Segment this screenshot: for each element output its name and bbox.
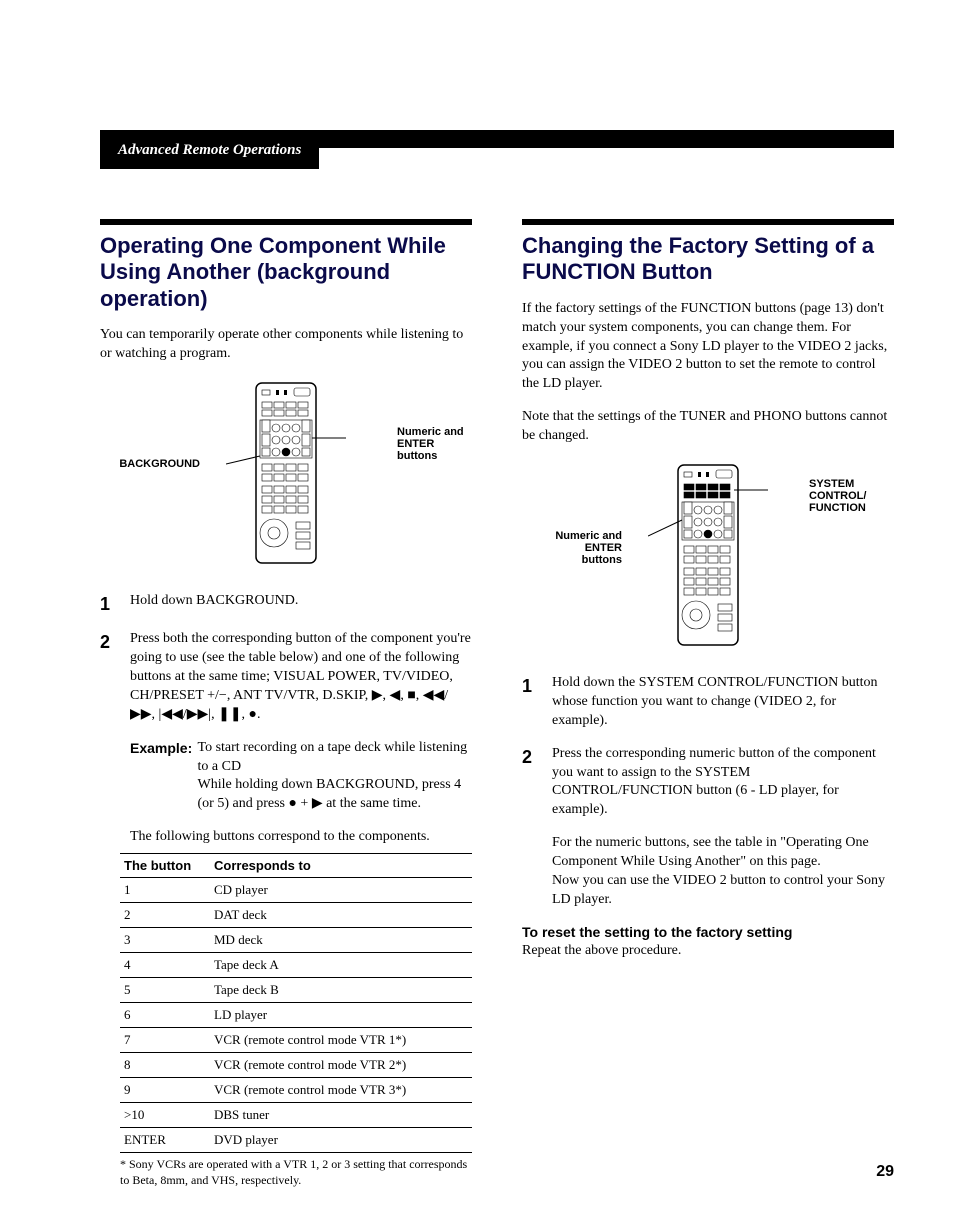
reset-body: Repeat the above procedure. — [522, 942, 894, 961]
component-table: The button Corresponds to 1CD player2DAT… — [120, 853, 472, 1153]
table-row: 2DAT deck — [120, 903, 472, 928]
step-number: 1 — [100, 592, 114, 616]
step-number: 2 — [100, 630, 114, 724]
table-footnote: * Sony VCRs are operated with a VTR 1, 2… — [120, 1157, 472, 1188]
example-text: To start recording on a tape deck while … — [198, 739, 470, 815]
table-row: >10DBS tuner — [120, 1103, 472, 1128]
table-cell-component: MD deck — [210, 928, 472, 953]
table-cell-component: VCR (remote control mode VTR 1*) — [210, 1028, 472, 1053]
header-rule — [319, 130, 894, 148]
page-number: 29 — [876, 1163, 894, 1181]
table-cell-component: LD player — [210, 1003, 472, 1028]
table-cell-component: Tape deck B — [210, 978, 472, 1003]
table-header-2: Corresponds to — [210, 854, 472, 878]
remote-diagram-right: Numeric and ENTER buttons — [522, 460, 894, 650]
table-cell-button: >10 — [120, 1103, 210, 1128]
table-cell-button: 5 — [120, 978, 210, 1003]
table-cell-button: 4 — [120, 953, 210, 978]
table-row: 8VCR (remote control mode VTR 2*) — [120, 1053, 472, 1078]
step-text: Hold down the SYSTEM CONTROL/FUNCTION bu… — [552, 674, 894, 731]
right-note: For the numeric buttons, see the table i… — [552, 834, 894, 910]
step-text: Press the corresponding numeric button o… — [552, 745, 894, 821]
table-row: 1CD player — [120, 878, 472, 903]
right-title: Changing the Factory Setting of a FUNCTI… — [522, 233, 894, 286]
table-row: 7VCR (remote control mode VTR 1*) — [120, 1028, 472, 1053]
step-number: 2 — [522, 745, 536, 821]
table-row: 4Tape deck A — [120, 953, 472, 978]
reset-heading: To reset the setting to the factory sett… — [522, 924, 894, 940]
section-header-title: Advanced Remote Operations — [100, 130, 319, 169]
table-header-1: The button — [120, 854, 210, 878]
rule — [522, 219, 894, 225]
table-cell-button: ENTER — [120, 1128, 210, 1153]
table-cell-button: 8 — [120, 1053, 210, 1078]
example-label: Example: — [130, 739, 194, 758]
remote-icon — [648, 460, 768, 650]
table-cell-component: VCR (remote control mode VTR 2*) — [210, 1053, 472, 1078]
table-cell-button: 9 — [120, 1078, 210, 1103]
table-row: 6LD player — [120, 1003, 472, 1028]
table-intro: The following buttons correspond to the … — [130, 828, 472, 847]
section-header: Advanced Remote Operations — [100, 130, 894, 169]
left-step-1: 1 Hold down BACKGROUND. — [100, 592, 472, 616]
diagram-label-numeric: Numeric and ENTER buttons — [542, 530, 622, 566]
diagram-label-background: BACKGROUND — [100, 458, 200, 470]
remote-diagram-left: BACKGROUND — [100, 378, 472, 568]
left-title: Operating One Component While Using Anot… — [100, 233, 472, 312]
table-row: 3MD deck — [120, 928, 472, 953]
right-column: Changing the Factory Setting of a FUNCTI… — [522, 219, 894, 1188]
table-cell-component: VCR (remote control mode VTR 3*) — [210, 1078, 472, 1103]
left-step-2: 2 Press both the corresponding button of… — [100, 630, 472, 724]
left-column: Operating One Component While Using Anot… — [100, 219, 472, 1188]
example: Example: To start recording on a tape de… — [130, 739, 472, 815]
right-p1: If the factory settings of the FUNCTION … — [522, 300, 894, 394]
table-cell-button: 6 — [120, 1003, 210, 1028]
table-cell-button: 7 — [120, 1028, 210, 1053]
left-intro: You can temporarily operate other compon… — [100, 326, 472, 364]
diagram-label-function: SYSTEM CONTROL/ FUNCTION — [809, 478, 884, 514]
table-row: ENTERDVD player — [120, 1128, 472, 1153]
table-cell-component: DAT deck — [210, 903, 472, 928]
table-cell-component: DBS tuner — [210, 1103, 472, 1128]
table-row: 9VCR (remote control mode VTR 3*) — [120, 1078, 472, 1103]
remote-icon — [226, 378, 346, 568]
rule — [100, 219, 472, 225]
right-p2: Note that the settings of the TUNER and … — [522, 408, 894, 446]
table-cell-button: 2 — [120, 903, 210, 928]
step-text: Hold down BACKGROUND. — [130, 592, 472, 616]
table-cell-button: 3 — [120, 928, 210, 953]
step-number: 1 — [522, 674, 536, 731]
right-step-2: 2 Press the corresponding numeric button… — [522, 745, 894, 821]
right-step-1: 1 Hold down the SYSTEM CONTROL/FUNCTION … — [522, 674, 894, 731]
table-row: 5Tape deck B — [120, 978, 472, 1003]
table-cell-button: 1 — [120, 878, 210, 903]
table-cell-component: Tape deck A — [210, 953, 472, 978]
table-cell-component: DVD player — [210, 1128, 472, 1153]
step-text: Press both the corresponding button of t… — [130, 630, 472, 724]
table-cell-component: CD player — [210, 878, 472, 903]
diagram-label-numeric: Numeric and ENTER buttons — [397, 426, 472, 462]
